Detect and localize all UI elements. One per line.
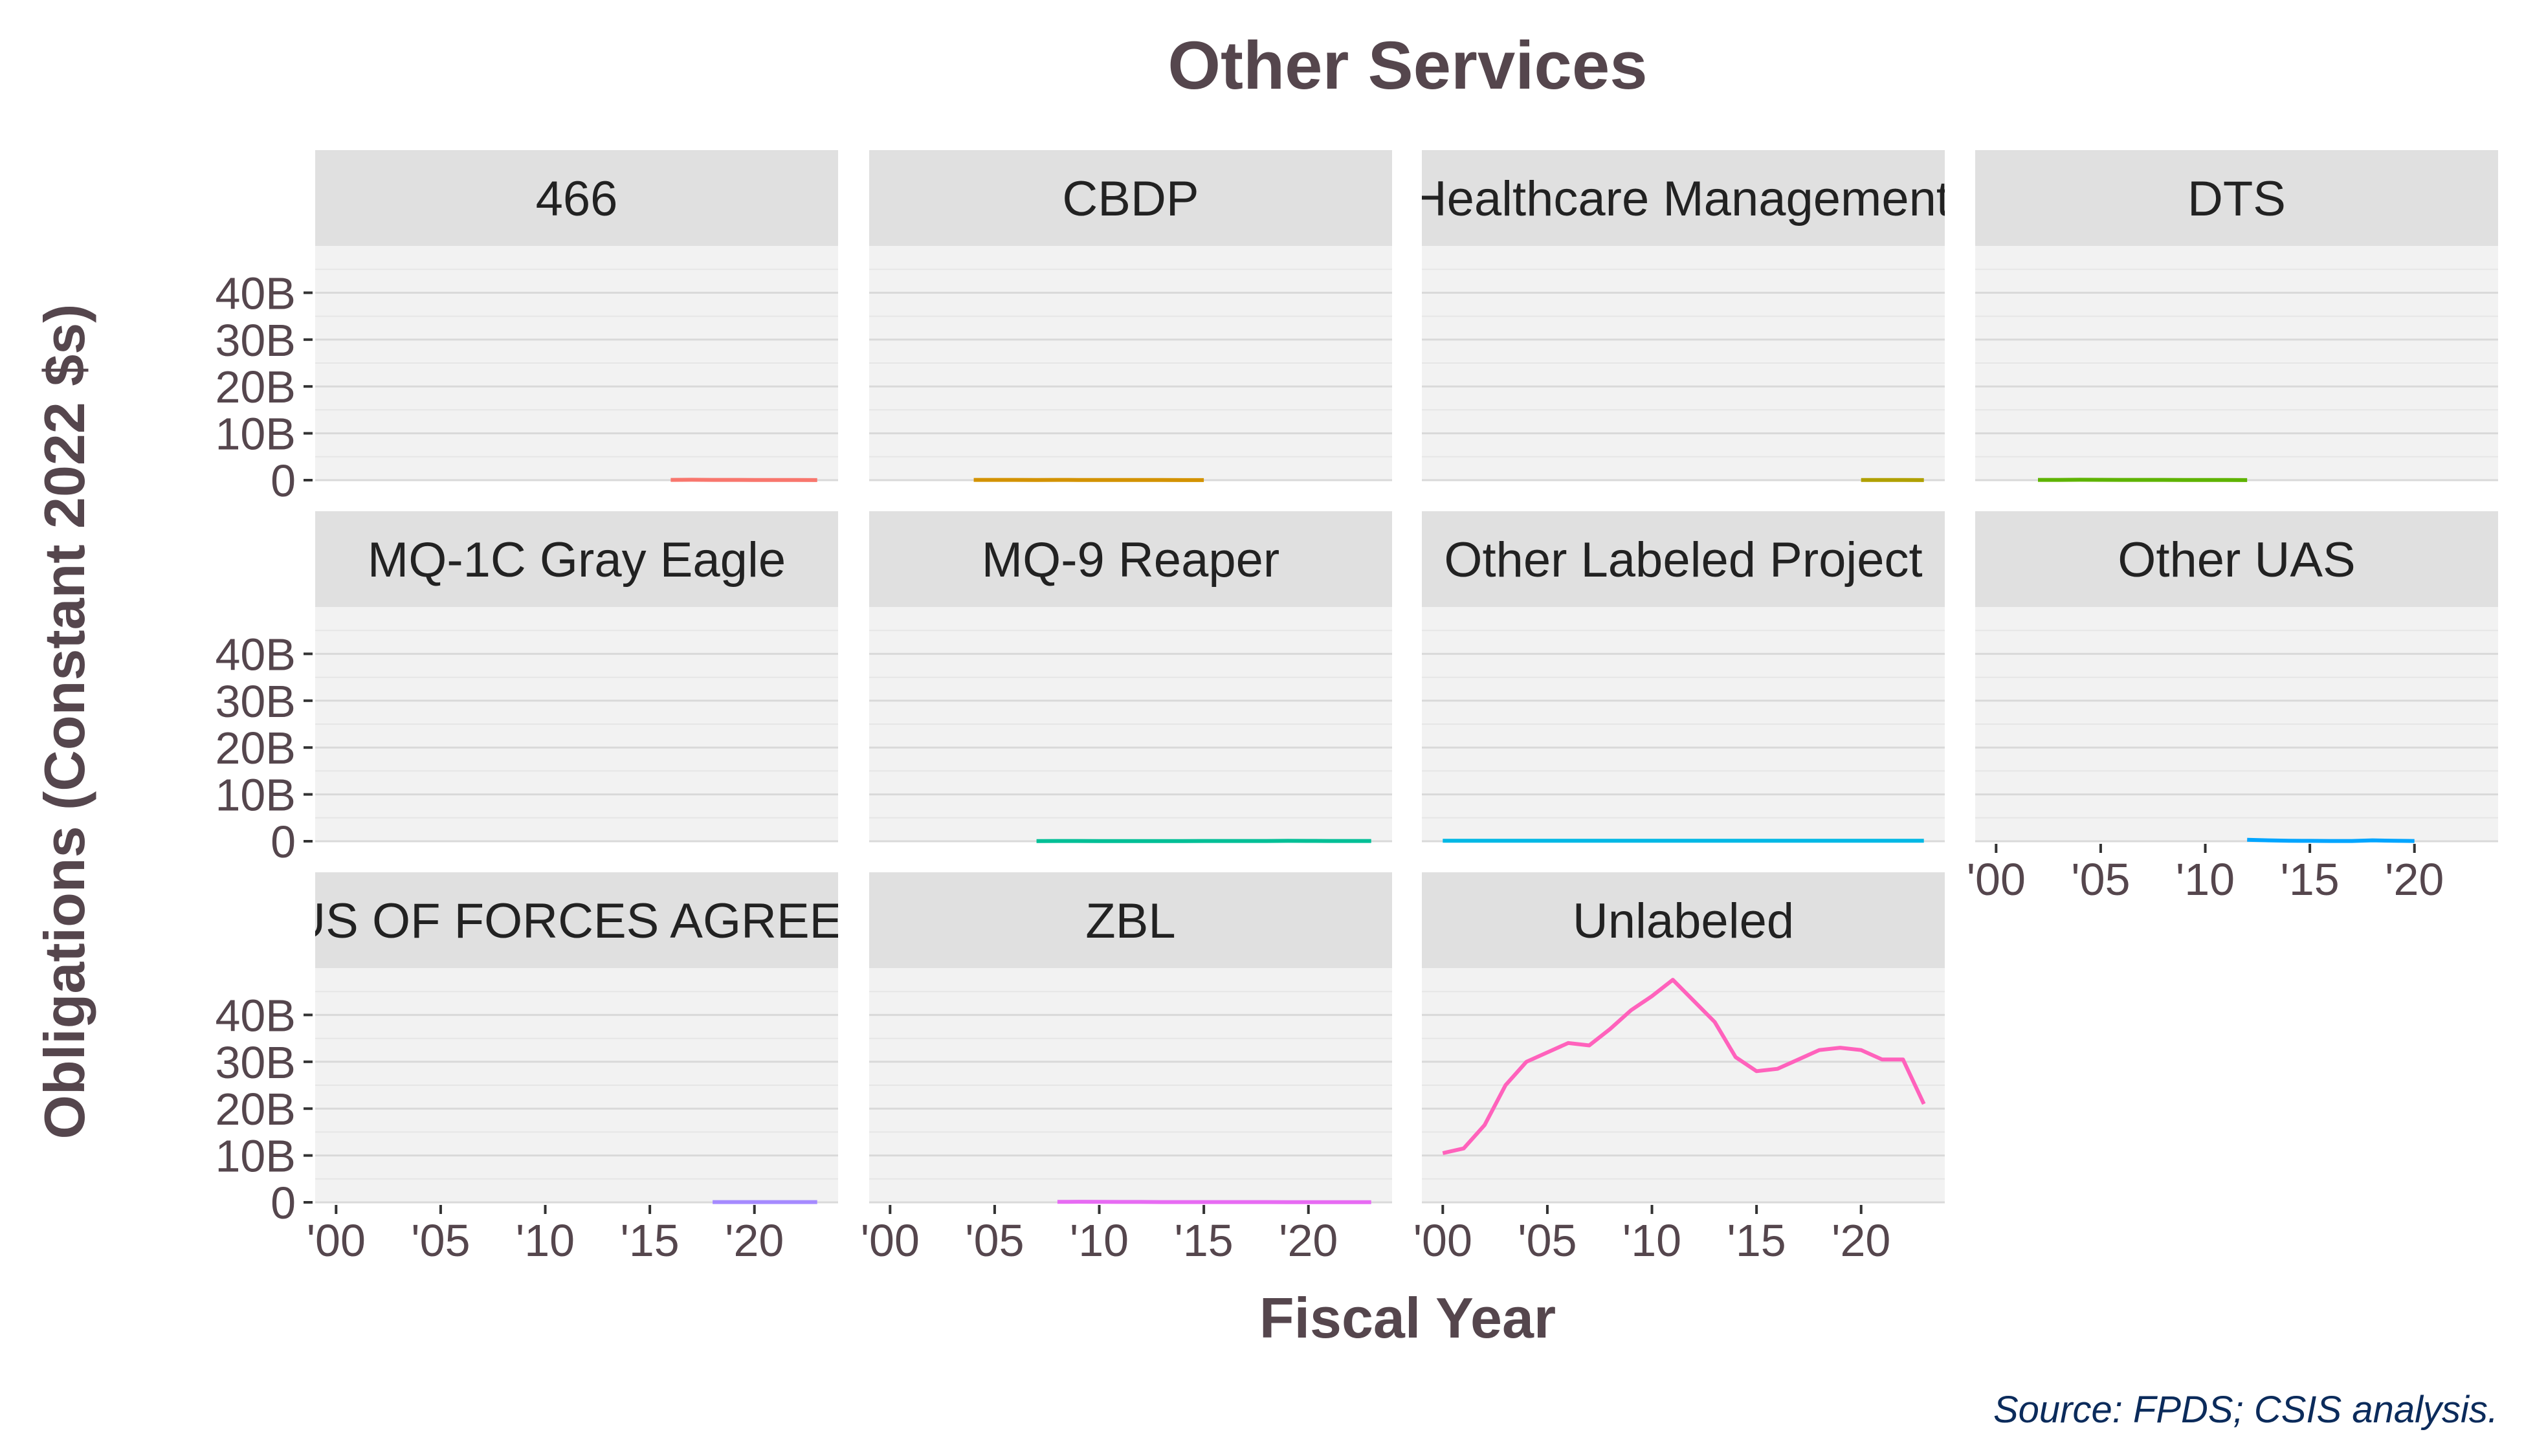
y-tick-label: 40B: [215, 990, 296, 1041]
facet-panel: MQ-9 Reaper: [869, 511, 1392, 843]
strip-label: ZBL: [1085, 894, 1175, 949]
strip-label: MQ-1C Gray Eagle: [368, 533, 786, 588]
x-tick-label: '15: [1727, 1215, 1786, 1266]
x-tick-label: '15: [2281, 854, 2340, 905]
strip-background: [1975, 511, 2498, 607]
x-tick-label: '00: [307, 1215, 366, 1266]
x-tick-label: '00: [1413, 1215, 1472, 1266]
x-tick-label: '10: [1622, 1215, 1681, 1266]
source-caption: Source: FPDS; CSIS analysis.: [1993, 1389, 2498, 1431]
series-line: [1442, 978, 1926, 1155]
strip-background: [1422, 872, 1945, 968]
facet-panel: Other UAS '00 '05 '10 '15 '20: [1967, 511, 2498, 905]
strip-background: [315, 872, 838, 968]
series-line: [2247, 837, 2415, 843]
facet-panel: CBDP: [869, 150, 1392, 482]
x-tick-label: '20: [1279, 1215, 1338, 1266]
x-tick-label: '10: [1070, 1215, 1129, 1266]
x-tick-label: '05: [1518, 1215, 1577, 1266]
y-tick-label: 30B: [215, 676, 296, 727]
x-tick-label: '10: [516, 1215, 575, 1266]
y-tick-label: 20B: [215, 723, 296, 773]
y-tick-label: 20B: [215, 1084, 296, 1134]
x-axis-title: Fiscal Year: [1259, 1286, 1556, 1350]
x-tick-label: '10: [2176, 854, 2235, 905]
strip-label: Defense Healthcare Management Systems: [1215, 171, 2153, 226]
strip-label: STATUS OF FORCES AGREEMENT: [172, 894, 981, 949]
strip-background: [869, 150, 1392, 246]
strip-label: Other Labeled Project: [1444, 533, 1922, 588]
x-tick-label: '00: [1967, 854, 2026, 905]
x-tick-label: '00: [861, 1215, 920, 1266]
x-tick-label: '20: [2385, 854, 2444, 905]
x-tick-label: '05: [965, 1215, 1024, 1266]
strip-label: CBDP: [1062, 171, 1199, 226]
y-tick-label: 40B: [215, 629, 296, 679]
y-axis-title: Obligations (Constant 2022 $s): [32, 304, 96, 1140]
facet-panel: DTS: [1975, 150, 2498, 482]
strip-label: MQ-9 Reaper: [982, 533, 1279, 588]
y-tick-label: 0: [271, 456, 296, 506]
strip-background: [315, 511, 838, 607]
facet-panel: Defense Healthcare Management Systems: [1215, 150, 2153, 482]
strip-background: [1422, 511, 1945, 607]
x-tick-label: '05: [2071, 854, 2130, 905]
strip-label: Unlabeled: [1573, 894, 1794, 949]
facet-panel: Unlabeled '00 '05 '10 '15 '20: [1413, 872, 1945, 1266]
strip-label: DTS: [2187, 171, 2286, 226]
strip-background: [1422, 150, 1945, 246]
facet-panel: ZBL '00 '05 '10 '15 '20: [861, 872, 1392, 1266]
strip-label: Other UAS: [2118, 533, 2355, 588]
y-tick-label: 0: [271, 817, 296, 867]
y-tick-label: 10B: [215, 409, 296, 459]
y-tick-label: 0: [271, 1178, 296, 1228]
y-tick-label: 30B: [215, 315, 296, 366]
x-tick-label: '15: [1175, 1215, 1234, 1266]
x-tick-label: '05: [411, 1215, 470, 1266]
y-tick-label: 40B: [215, 268, 296, 318]
strip-background: [315, 150, 838, 246]
facet-panel: Other Labeled Project: [1422, 511, 1945, 843]
y-tick-label: 10B: [215, 770, 296, 821]
x-tick-label: '15: [621, 1215, 680, 1266]
y-tick-label: 30B: [215, 1037, 296, 1088]
x-tick-label: '20: [1832, 1215, 1890, 1266]
strip-background: [869, 872, 1392, 968]
y-tick-label: 10B: [215, 1131, 296, 1182]
strip-background: [1975, 150, 2498, 246]
strip-label: 466: [536, 171, 618, 226]
y-tick-label: 20B: [215, 362, 296, 412]
x-tick-label: '20: [725, 1215, 784, 1266]
chart-title: Other Services: [1168, 28, 1647, 104]
strip-background: [869, 511, 1392, 607]
